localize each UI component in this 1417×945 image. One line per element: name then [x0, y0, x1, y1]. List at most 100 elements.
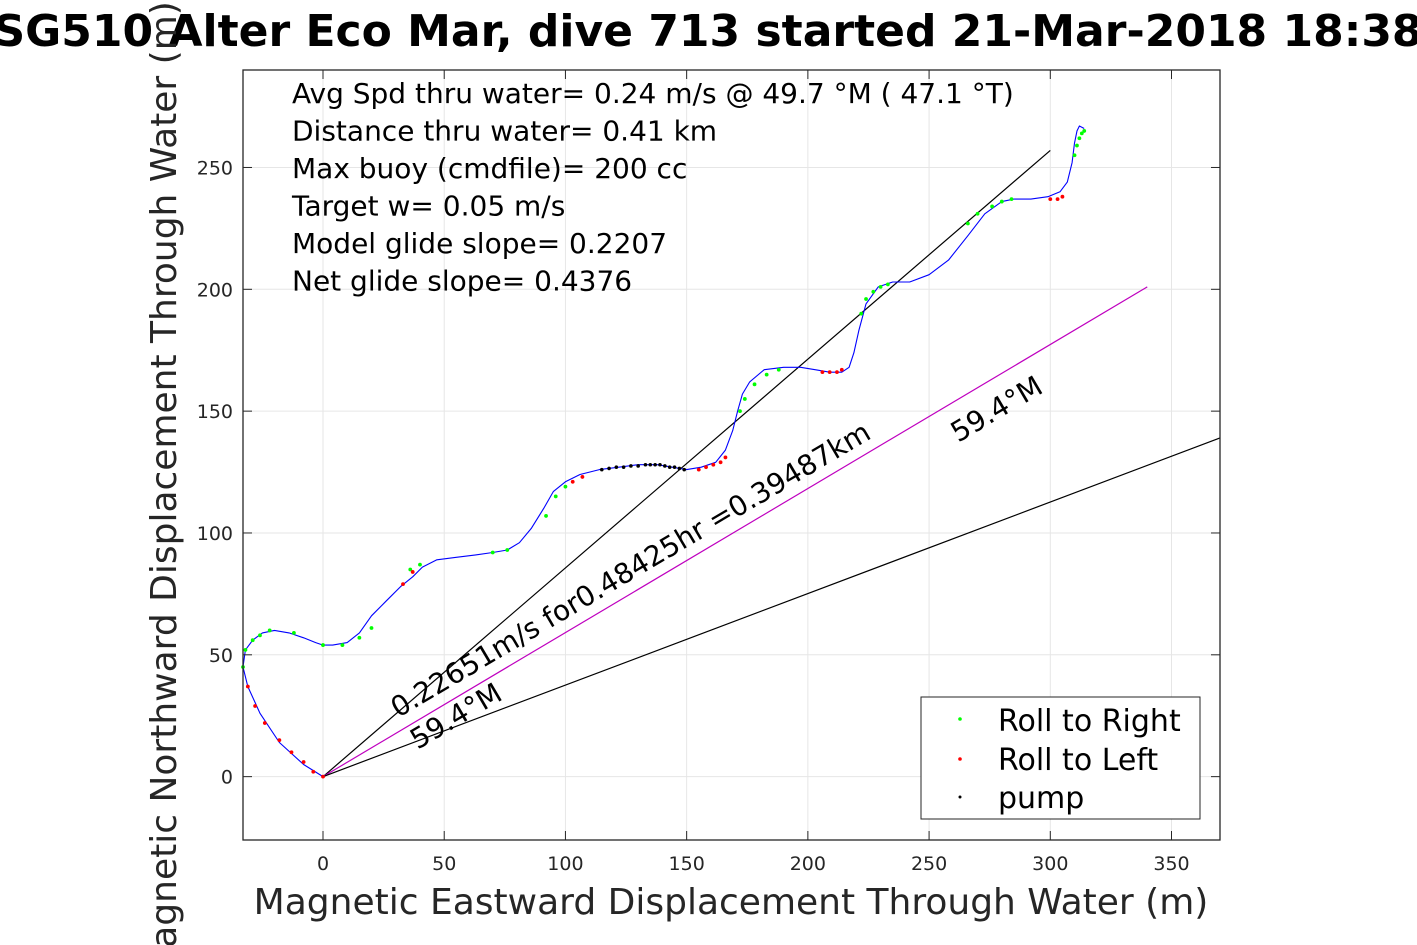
roll-left-point: [820, 370, 825, 375]
roll-right-point: [553, 494, 558, 499]
roll-left-point: [311, 769, 316, 774]
x-tick-label: 150: [669, 853, 705, 875]
x-tick-label: 0: [317, 853, 329, 875]
pump-point: [682, 467, 687, 472]
y-tick-label: 50: [209, 645, 233, 667]
model-heading-line: [322, 437, 1221, 778]
roll-left-point: [289, 750, 294, 755]
roll-right-point: [864, 297, 868, 301]
pump-point: [648, 462, 653, 467]
roll-left-point: [1048, 197, 1053, 202]
roll-left-point: [718, 460, 723, 465]
roll-right-point: [369, 626, 374, 630]
roll-right-point: [776, 367, 781, 372]
data-points: [241, 129, 1087, 779]
x-tick-label: 100: [547, 853, 583, 875]
roll-left-point: [1060, 194, 1065, 199]
roll-left-point: [827, 370, 832, 375]
pump-point: [599, 467, 604, 472]
roll-left-point: [277, 738, 282, 742]
x-tick-label: 50: [432, 853, 456, 875]
roll-right-point: [1072, 153, 1077, 158]
roll-right-point: [859, 311, 864, 316]
roll-left-point: [704, 465, 708, 470]
pump-point: [658, 462, 662, 467]
roll-left-point: [321, 774, 325, 779]
stats-annotation-line: Target w= 0.05 m/s: [291, 190, 565, 223]
stats-annotations: Avg Spd thru water= 0.24 m/s @ 49.7 °M (…: [291, 77, 1014, 298]
stats-annotation-line: Max buoy (cmdfile)= 200 cc: [292, 152, 687, 185]
x-tick-label: 200: [790, 853, 826, 875]
roll-left-point: [580, 475, 585, 479]
roll-right-point: [340, 643, 345, 647]
pump-point: [667, 465, 672, 469]
roll-left-point: [711, 462, 716, 467]
legend-pump-label: pump: [998, 781, 1084, 816]
roll-right-point: [1009, 197, 1014, 202]
roll-left-point: [1055, 197, 1060, 202]
depth-average-current-line: [322, 286, 1148, 778]
roll-right-point: [1079, 131, 1084, 136]
y-axis-label: Magnetic Northward Displacement Through …: [144, 1, 185, 945]
pump-point: [677, 466, 682, 471]
roll-right-point: [292, 630, 296, 635]
pump-point: [607, 466, 611, 471]
roll-right-point: [999, 199, 1004, 204]
roll-right-point: [965, 221, 970, 226]
roll-right-point: [885, 282, 890, 287]
stats-annotation-line: Net glide slope= 0.4376: [292, 265, 632, 298]
legend-roll-left-marker: [958, 757, 962, 761]
net-glide-line: [322, 149, 1051, 778]
stats-annotation-line: Model glide slope= 0.2207: [292, 227, 667, 260]
chart-title: SG510 Alter Eco Mar, dive 713 started 21…: [0, 6, 1417, 57]
roll-right-point: [878, 284, 883, 289]
legend-roll-left-label: Roll to Left: [998, 743, 1158, 778]
roll-left-point: [301, 760, 306, 764]
roll-left-point: [839, 367, 844, 372]
axis-ticks: 0 50 100 150 200 250 300 350 0 50 100 150 200 250: [197, 70, 1220, 875]
roll-right-point: [990, 204, 995, 209]
roll-right-point: [738, 409, 742, 414]
roll-left-point: [253, 704, 258, 708]
roll-right-point: [505, 548, 510, 552]
roll-right-point: [1077, 136, 1082, 141]
roll-right-point: [258, 633, 262, 638]
axes-box: [242, 69, 1221, 841]
pump-point: [653, 462, 657, 467]
y-tick-label: 200: [197, 279, 233, 301]
roll-right-point: [321, 643, 325, 647]
pump-point: [629, 464, 633, 468]
reference-lines: [322, 149, 1221, 778]
roll-left-point: [410, 570, 415, 574]
y-tick-label: 100: [197, 523, 233, 545]
roll-right-point: [408, 567, 413, 572]
y-tick-label: 0: [221, 767, 233, 789]
roll-right-point: [418, 562, 422, 567]
legend-box: [920, 696, 1201, 820]
pump-point: [672, 465, 677, 469]
roll-right-point: [764, 372, 769, 377]
pump-point: [663, 464, 667, 468]
x-tick-label: 300: [1032, 853, 1068, 875]
roll-left-point: [835, 370, 839, 375]
x-tick-label: 250: [911, 853, 947, 875]
y-tick-label: 250: [197, 157, 233, 179]
legend-pump-marker: [958, 795, 962, 799]
roll-right-point: [544, 514, 548, 518]
pump-point: [614, 465, 619, 469]
x-axis-label: Magnetic Eastward Displacement Through W…: [254, 882, 1209, 923]
roll-right-point: [267, 628, 272, 633]
plot-area: 0 50 100 150 200 250 300 350 0 50 100 150 200 250 Avg…: [197, 69, 1221, 875]
roll-right-point: [563, 484, 568, 489]
legend-roll-right-label: Roll to Right: [998, 704, 1181, 739]
roll-right-point: [1075, 143, 1079, 148]
legend: Roll to Right Roll to Left pump: [920, 696, 1201, 820]
roll-right-point: [357, 635, 362, 640]
legend-roll-right-marker: [958, 717, 962, 721]
pump-point: [636, 464, 640, 468]
roll-right-point: [250, 638, 255, 643]
roll-right-point: [1082, 129, 1087, 133]
roll-right-point: [752, 382, 757, 387]
stats-annotation-line: Distance thru water= 0.41 km: [292, 115, 717, 148]
